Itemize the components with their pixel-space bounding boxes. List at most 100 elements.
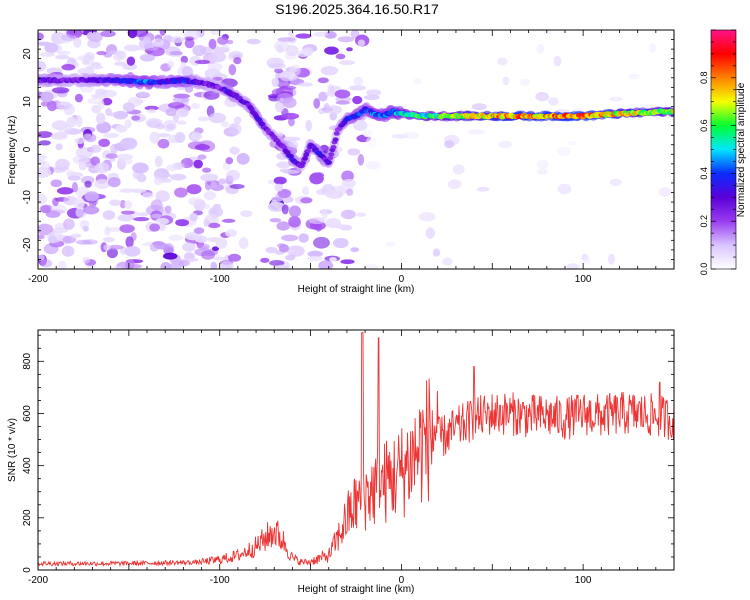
spectrogram-noise-blob bbox=[260, 257, 270, 263]
spectrogram-noise-blob bbox=[132, 162, 149, 174]
spectrogram-noise-blob bbox=[39, 52, 56, 57]
snr-y-tick-label: 0 bbox=[22, 567, 33, 573]
spectrogram-ridge-core bbox=[327, 155, 334, 161]
spectrogram-noise-blob bbox=[447, 179, 462, 189]
spectrogram-noise-blob bbox=[75, 115, 83, 128]
spectrogram-noise-blob bbox=[208, 112, 226, 124]
snr-x-axis-label: Height of straight line (km) bbox=[298, 584, 415, 595]
colorbar-tick-label: 0.8 bbox=[699, 72, 709, 85]
spectrogram-noise-blob bbox=[208, 51, 227, 63]
spectrogram-noise-blob bbox=[221, 121, 230, 128]
spectrogram-noise-blob bbox=[71, 181, 78, 193]
spectrogram-noise-blob bbox=[201, 250, 216, 260]
spectrogram-noise-blob bbox=[125, 236, 134, 248]
spectrogram-noise-blob bbox=[335, 100, 351, 105]
spectrogram-noise-blob bbox=[81, 175, 95, 185]
spectrogram-noise-blob bbox=[320, 65, 339, 76]
spectrogram-noise-blob bbox=[186, 184, 202, 195]
spectrogram-noise-blob bbox=[170, 173, 187, 181]
spectrogram-noise-blob bbox=[356, 212, 367, 217]
spectrogram-noise-blob bbox=[352, 119, 368, 131]
spectrogram-noise-blob bbox=[154, 155, 163, 168]
spectrogram-noise-blob bbox=[66, 116, 77, 128]
spectrogram-noise-blob bbox=[67, 175, 81, 181]
spectrogram-noise-blob bbox=[55, 143, 63, 151]
colorbar-scale bbox=[710, 29, 737, 270]
spectrogram-noise-blob bbox=[55, 54, 70, 60]
spectrogram-noise-blob bbox=[174, 131, 186, 143]
spectrogram-noise-blob bbox=[40, 205, 52, 214]
spectrogram-noise-blob bbox=[53, 131, 68, 139]
spectrogram-noise-blob bbox=[90, 156, 100, 166]
spectrogram-noise-blob bbox=[210, 261, 218, 269]
spectrogram-noise-blob bbox=[213, 203, 222, 210]
spectrogram-ridge-core bbox=[326, 160, 333, 165]
snr-y-tick-label: 800 bbox=[22, 353, 33, 370]
spectrogram-noise-blob bbox=[189, 212, 198, 222]
spectrogram-noise-blob bbox=[314, 172, 325, 179]
snr-frame bbox=[37, 329, 675, 571]
spectrogram-noise-blob bbox=[324, 31, 337, 39]
spectrogram-noise-blob bbox=[282, 136, 301, 142]
spectrogram-noise-blob bbox=[167, 60, 174, 69]
spectrogram-noise-blob bbox=[240, 210, 253, 217]
spectrogram-noise-blob bbox=[442, 257, 453, 266]
spectrogram-noise-blob bbox=[315, 223, 322, 232]
spectrogram-noise-blob bbox=[94, 88, 108, 95]
spectrogram-noise-blob bbox=[321, 208, 328, 220]
spectrogram-noise-blob bbox=[163, 35, 173, 43]
spectrogram-noise-blob bbox=[98, 138, 110, 148]
spectrogram-noise-blob bbox=[160, 262, 172, 269]
spectrogram-noise-blob bbox=[103, 132, 120, 139]
spectrogram-noise-blob bbox=[287, 30, 294, 37]
spectrogram-noise-blob bbox=[318, 107, 326, 115]
spectrogram-frame bbox=[37, 29, 675, 270]
spectrogram-noise-blob bbox=[121, 210, 135, 215]
spectrogram-noise-blob bbox=[96, 121, 112, 134]
spectrogram-noise-blob bbox=[608, 253, 615, 265]
spectrogram-noise-blob bbox=[177, 260, 190, 267]
spectrogram-noise-blob bbox=[58, 260, 67, 269]
spectrogram-noise-blob bbox=[38, 193, 47, 205]
snr-y-axis-label: SNR (10 * v/v) bbox=[7, 418, 18, 482]
spectrogram-noise-blob bbox=[166, 164, 179, 171]
spectrogram-noise-blob bbox=[282, 97, 297, 109]
spectrogram-noise-blob bbox=[496, 57, 508, 66]
spectrogram-noise-blob bbox=[536, 169, 549, 175]
spectrogram-noise-blob bbox=[334, 89, 351, 99]
spectrogram-noise-blob bbox=[284, 254, 296, 261]
spectrogram-noise-blob bbox=[164, 205, 172, 214]
spectrogram-noise-blob bbox=[139, 54, 155, 62]
spectrogram-noise-blob bbox=[566, 140, 578, 146]
spectrogram-noise-blob bbox=[218, 178, 227, 185]
spectrogram-noise-blob bbox=[309, 217, 325, 225]
spectrogram-noise-blob bbox=[166, 123, 176, 130]
spectrogram-noise-blob bbox=[193, 159, 203, 169]
spectrogram-noise-blob bbox=[289, 64, 301, 77]
spectrogram-noise-blob bbox=[141, 192, 154, 199]
spectrogram-noise-blob bbox=[296, 50, 311, 58]
spectrogram-noise-blob bbox=[194, 235, 208, 243]
spectrogram-noise-blob bbox=[149, 131, 160, 144]
spectrogram-noise-blob bbox=[276, 221, 291, 231]
colorbar-label: Normalized spectral amplitude bbox=[736, 82, 747, 217]
spectrogram-noise-blob bbox=[347, 148, 361, 156]
spectrogram-y-tick-label: 0 bbox=[22, 146, 33, 152]
spectrogram-noise-blob bbox=[274, 40, 290, 53]
spectrogram-noise-blob bbox=[45, 210, 61, 218]
snr-x-tick-label: -200 bbox=[28, 575, 48, 586]
spectrogram-noise-blob bbox=[159, 30, 166, 36]
spectrogram-noise-blob bbox=[84, 191, 100, 202]
spectrogram-noise-blob bbox=[467, 129, 486, 135]
spectrogram-noise-blob bbox=[215, 237, 228, 249]
spectrogram-noise-blob bbox=[498, 140, 513, 149]
spectrogram-noise-blob bbox=[51, 87, 70, 94]
spectrogram-noise-blob bbox=[274, 264, 289, 269]
spectrogram-noise-blob bbox=[324, 46, 339, 55]
spectrogram-noise-blob bbox=[156, 173, 172, 178]
spectrogram-noise-blob bbox=[102, 210, 116, 220]
spectrogram-noise-blob bbox=[144, 105, 159, 111]
spectrogram-noise-blob bbox=[38, 131, 53, 138]
spectrogram-noise-blob bbox=[158, 221, 167, 232]
spectrogram-noise-blob bbox=[61, 64, 76, 71]
